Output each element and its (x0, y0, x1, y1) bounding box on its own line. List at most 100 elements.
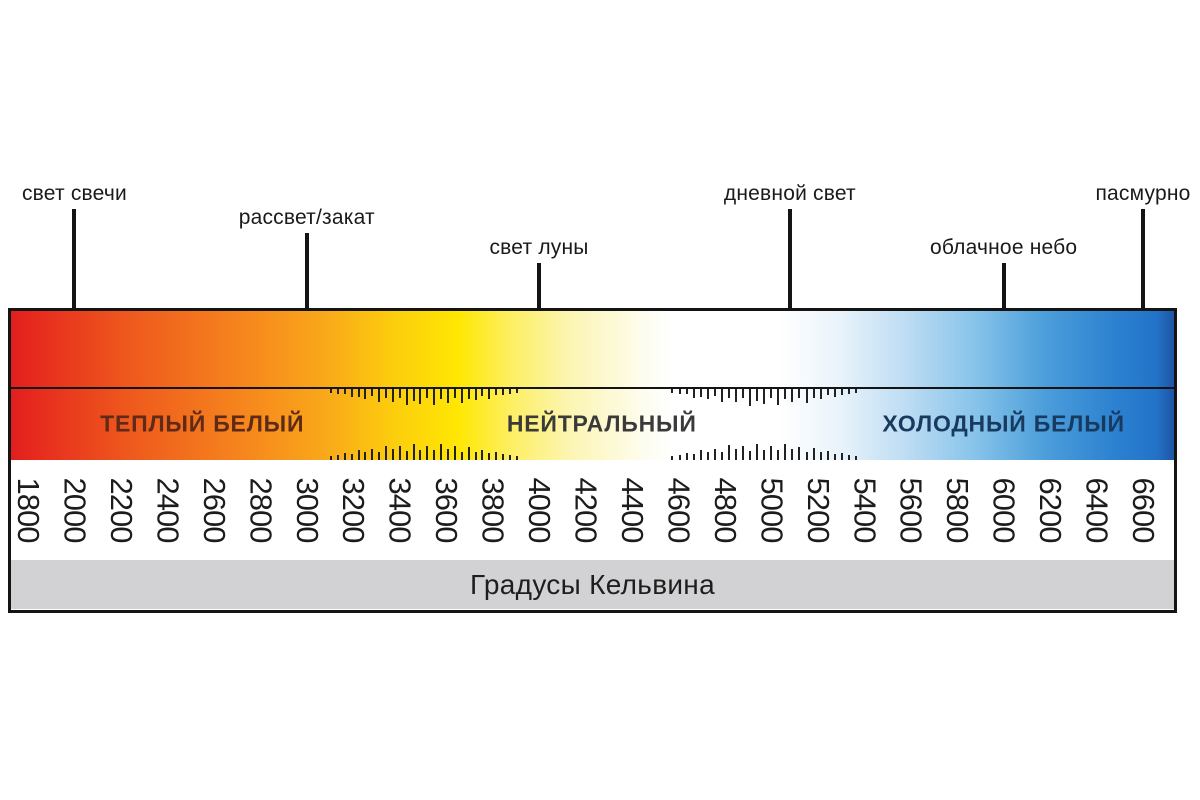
transition-tick-bottom (742, 445, 745, 460)
transition-tick-bottom (371, 449, 374, 460)
chart-frame: ТЕПЛЫЙ БЕЛЫЙ НЕЙТРАЛЬНЫЙ ХОЛОДНЫЙ БЕЛЫЙ 18… (8, 308, 1177, 613)
transition-tick-bottom (378, 451, 381, 460)
transition-tick-top (364, 389, 367, 400)
transition-tick-top (378, 389, 381, 402)
transition-tick-bottom (819, 452, 822, 460)
kelvin-tick-label: 4800 (707, 477, 743, 543)
transition-tick-top (336, 389, 339, 395)
transition-tick-top (713, 389, 716, 397)
transition-tick-top (391, 389, 394, 402)
transition-tick-bottom (495, 451, 498, 460)
transition-tick-top (847, 389, 850, 395)
transition-tick-top (720, 389, 723, 403)
transition-tick-bottom (791, 449, 794, 460)
transition-tick-bottom (847, 455, 850, 460)
marker-pointer-line (787, 209, 792, 348)
transition-tick-bottom (508, 454, 511, 460)
transition-tick-bottom (756, 443, 759, 460)
transition-tick-top (784, 389, 787, 400)
kelvin-tick-label: 4600 (661, 477, 697, 543)
transition-tick-top (446, 389, 449, 403)
transition-tick-bottom (364, 452, 367, 460)
kelvin-tick-label: 2400 (150, 477, 186, 543)
transition-tick-top (727, 389, 730, 399)
kelvin-tick-label: 6200 (1033, 477, 1069, 543)
transition-tick-bottom (840, 452, 843, 460)
marker-label: пасмурно (1095, 182, 1191, 205)
kelvin-tick-label: 4000 (522, 477, 558, 543)
transition-tick-bottom (481, 450, 484, 460)
transition-tick-top (350, 389, 353, 398)
kelvin-tick-label: 1800 (11, 477, 46, 543)
transition-tick-bottom (699, 450, 702, 460)
transition-tick-bottom (770, 445, 773, 460)
marker-label: облачное небо (929, 236, 1078, 259)
transition-tick-bottom (826, 451, 829, 460)
transition-tick-bottom (350, 454, 353, 460)
transition-tick-top (467, 389, 470, 399)
unit-band: Градусы Кельвина (11, 560, 1174, 609)
transition-tick-bottom (398, 445, 401, 460)
kelvin-tick-label: 2200 (103, 477, 139, 543)
marker-label: рассвет/закат (238, 206, 375, 229)
transition-tick-top (685, 389, 688, 395)
transition-tick-bottom (502, 454, 505, 460)
transition-tick-top (481, 389, 484, 396)
transition-tick-bottom (749, 450, 752, 460)
kelvin-tick-label: 6000 (986, 477, 1022, 543)
transition-tick-top (453, 389, 456, 399)
zone-label: ТЕПЛЫЙ БЕЛЫЙ (100, 410, 305, 437)
band-divider-line (11, 387, 1174, 389)
transition-tick-top (833, 389, 836, 398)
kelvin-tick-label: 5400 (847, 477, 883, 543)
transition-tick-top (854, 389, 857, 393)
kelvin-tick-label: 5000 (754, 477, 790, 543)
transition-tick-top (706, 389, 709, 400)
transition-tick-top (515, 389, 518, 393)
transition-tick-top (826, 389, 829, 396)
transition-tick-top (426, 389, 429, 399)
kelvin-tick-label: 4400 (614, 477, 650, 543)
transition-tick-bottom (329, 456, 332, 460)
kelvin-tick-label: 5800 (940, 477, 976, 543)
transition-tick-bottom (692, 454, 695, 460)
transition-tick-top (763, 389, 766, 405)
transition-tick-bottom (671, 456, 674, 460)
transition-tick-top (371, 389, 374, 397)
kelvin-tick-label: 2600 (196, 477, 232, 543)
unit-label: Градусы Кельвина (470, 568, 715, 600)
transition-tick-bottom (515, 456, 518, 460)
marker-label: свет луны (489, 236, 589, 259)
transition-tick-top (819, 389, 822, 400)
zone-label: ХОЛОДНЫЙ БЕЛЫЙ (882, 410, 1125, 437)
transition-tick-bottom (336, 455, 339, 460)
transition-tick-top (343, 389, 346, 395)
transition-tick-bottom (488, 453, 491, 460)
marker-pointer-line (537, 263, 542, 348)
transition-tick-top (699, 389, 702, 397)
transition-tick-bottom (385, 445, 388, 460)
transition-tick-bottom (727, 445, 730, 460)
transition-tick-top (495, 389, 498, 396)
transition-tick-top (678, 389, 681, 395)
transition-tick-top (433, 389, 436, 406)
transition-tick-bottom (426, 445, 429, 460)
transition-tick-bottom (343, 453, 346, 460)
transition-tick-bottom (720, 451, 723, 460)
transition-tick-top (798, 389, 801, 398)
transition-tick-top (460, 389, 463, 404)
transition-tick-top (777, 389, 780, 405)
transition-tick-bottom (798, 446, 801, 460)
marker-label: свет свечи (21, 182, 127, 205)
marker-pointer-line (1001, 263, 1006, 348)
transition-tick-top (812, 389, 815, 399)
transition-tick-bottom (412, 443, 415, 460)
kelvin-tick-label: 3800 (475, 477, 511, 543)
transition-tick-bottom (433, 450, 436, 460)
transition-tick-top (385, 389, 388, 399)
gradient-band: ТЕПЛЫЙ БЕЛЫЙ НЕЙТРАЛЬНЫЙ ХОЛОДНЫЙ БЕЛЫЙ (11, 311, 1174, 460)
transition-tick-top (840, 389, 843, 395)
transition-tick-bottom (685, 453, 688, 460)
transition-tick-bottom (833, 453, 836, 460)
